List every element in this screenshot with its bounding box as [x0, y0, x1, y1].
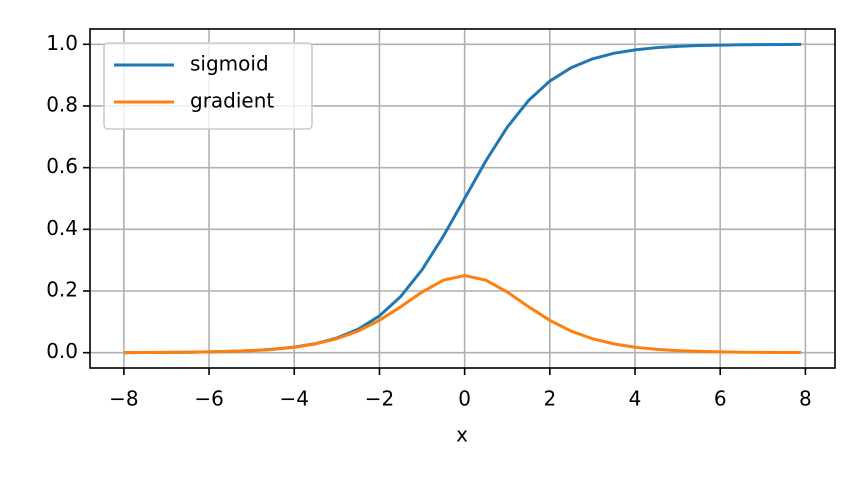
legend-label: sigmoid: [190, 52, 269, 76]
x-axis-label: x: [456, 423, 468, 447]
legend-label: gradient: [190, 89, 274, 113]
x-tick-label: −8: [109, 387, 138, 411]
x-tick-label: 2: [543, 387, 556, 411]
x-tick-label: 4: [629, 387, 642, 411]
x-tick-label: 0: [458, 387, 471, 411]
y-tick-label: 1.0: [46, 31, 78, 55]
y-tick-label: 0.4: [46, 216, 78, 240]
x-tick-label: −6: [194, 387, 223, 411]
line-series: [123, 274, 802, 355]
x-tick-label: 8: [799, 387, 812, 411]
y-tick-label: 0.2: [46, 277, 78, 301]
x-tick-label: −4: [280, 387, 309, 411]
y-tick-label: 0.8: [46, 92, 78, 116]
plot-frame: [89, 28, 836, 369]
legend: sigmoid gradient: [103, 42, 313, 130]
x-tick-label: −2: [365, 387, 394, 411]
y-tick-label: 0.6: [46, 154, 78, 178]
y-tick-label: 0.0: [46, 339, 78, 363]
x-tick-label: 6: [714, 387, 727, 411]
